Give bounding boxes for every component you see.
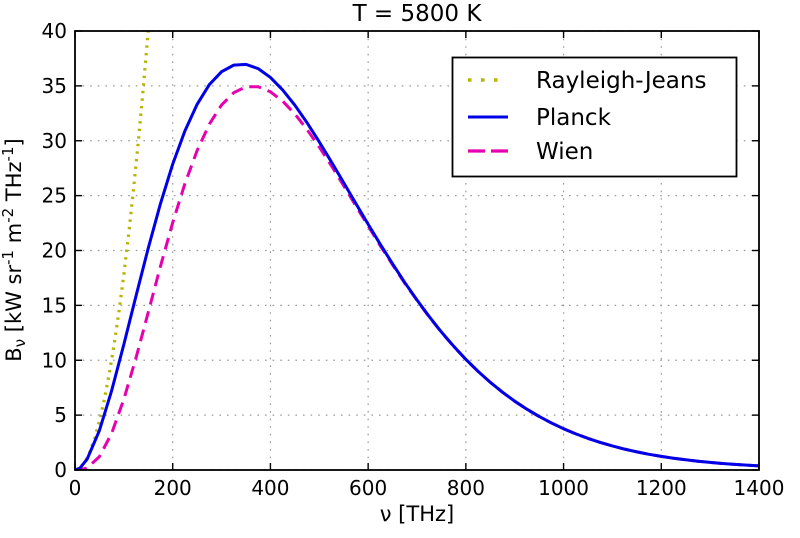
y-tick-label: 0	[54, 458, 67, 482]
y-tick-label: 5	[54, 403, 67, 427]
legend-label-rayleigh-jeans: Rayleigh-Jeans	[536, 68, 706, 94]
x-tick-label: 800	[447, 476, 485, 500]
y-axis-label: Bν [kW sr-1 m-2 THz-1]	[0, 138, 29, 361]
y-tick-label: 15	[42, 293, 67, 317]
legend-label-planck: Planck	[536, 105, 612, 131]
series-rayleigh-jeans-curve	[75, 31, 150, 470]
chart-title: T = 5800 K	[352, 1, 483, 27]
axis-ticks	[74, 30, 760, 471]
y-tick-label: 10	[42, 348, 67, 372]
y-tick-labels: 0 5 10 15 20 25 30 35 40	[42, 19, 67, 482]
legend: Rayleigh-Jeans Planck Wien	[451, 56, 738, 178]
legend-label-wien: Wien	[536, 139, 593, 165]
x-tick-label: 0	[69, 476, 82, 500]
y-tick-label: 30	[42, 129, 67, 153]
x-tick-label: 1200	[636, 476, 687, 500]
x-tick-label: 400	[251, 476, 289, 500]
y-tick-label: 35	[42, 74, 67, 98]
x-tick-label: 200	[154, 476, 192, 500]
x-tick-label: 1000	[538, 476, 589, 500]
data-curves	[75, 31, 759, 470]
y-tick-label: 20	[42, 239, 67, 263]
x-axis-label: ν [THz]	[380, 502, 454, 526]
x-tick-labels: 0 200 400 600 800 1000 1200 1400	[69, 476, 785, 500]
series-planck-curve	[75, 62, 759, 470]
y-tick-label: 40	[42, 19, 67, 43]
x-tick-label: 1400	[734, 476, 785, 500]
x-tick-label: 600	[349, 476, 387, 500]
y-tick-label: 25	[42, 184, 67, 208]
